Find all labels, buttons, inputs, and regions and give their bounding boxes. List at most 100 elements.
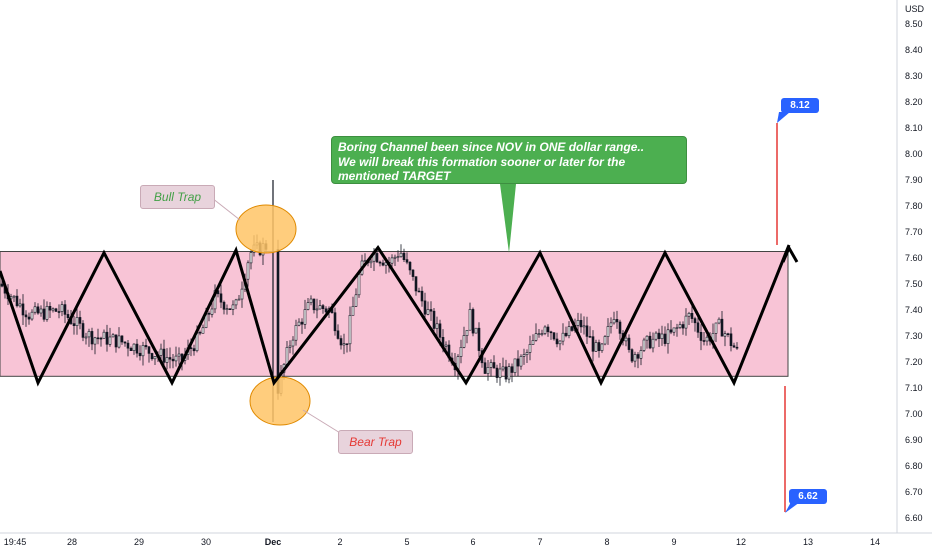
candle xyxy=(312,298,316,314)
candle xyxy=(627,334,631,353)
candle xyxy=(333,307,337,336)
candle xyxy=(675,323,679,337)
currency-label: USD xyxy=(905,4,925,14)
bull-trap-label: Bull Trap xyxy=(140,185,215,209)
time-tick-label: 7 xyxy=(537,537,542,547)
candle xyxy=(642,337,646,352)
price-tick-label: 7.50 xyxy=(905,279,923,289)
candle xyxy=(222,300,226,315)
candle xyxy=(582,316,586,335)
candle xyxy=(735,342,739,350)
candle xyxy=(489,359,493,377)
price-tick-label: 7.00 xyxy=(905,409,923,419)
candle xyxy=(174,346,178,367)
candle xyxy=(84,332,88,345)
candle xyxy=(171,354,175,369)
candle xyxy=(579,313,583,333)
time-tick-label: 2 xyxy=(337,537,342,547)
candle xyxy=(45,301,49,322)
candle xyxy=(309,295,313,306)
candle xyxy=(519,354,523,370)
candle xyxy=(51,307,55,313)
candle xyxy=(471,307,475,337)
candle xyxy=(246,260,250,287)
candle xyxy=(225,304,229,315)
candle xyxy=(669,320,673,335)
candle xyxy=(540,329,544,337)
candle xyxy=(504,359,508,383)
candle xyxy=(126,340,130,357)
candle xyxy=(693,316,697,332)
candle xyxy=(117,327,121,349)
candle xyxy=(654,331,658,342)
candle xyxy=(411,269,415,281)
time-tick-label: Dec xyxy=(265,537,282,547)
candle xyxy=(555,332,559,348)
candle xyxy=(435,316,439,338)
time-tick-label: 28 xyxy=(67,537,77,547)
candle xyxy=(297,318,301,327)
candle xyxy=(303,299,307,329)
candle xyxy=(105,324,109,352)
candle xyxy=(630,348,634,363)
time-tick-label: 13 xyxy=(803,537,813,547)
candle xyxy=(114,334,118,353)
candle xyxy=(459,339,463,364)
candle xyxy=(18,298,22,308)
price-tick-label: 7.70 xyxy=(905,227,923,237)
time-tick-label: 19:45 xyxy=(4,537,27,547)
candle xyxy=(228,308,232,311)
candle xyxy=(465,329,469,344)
price-tick-label: 6.90 xyxy=(905,435,923,445)
candle xyxy=(597,339,601,358)
candle xyxy=(609,317,613,334)
candle xyxy=(426,301,430,316)
lower-target-pointer xyxy=(785,502,800,513)
candle xyxy=(15,289,19,308)
candle xyxy=(633,351,637,368)
candle xyxy=(513,358,517,376)
candle xyxy=(564,326,568,338)
candle xyxy=(81,320,85,342)
candle xyxy=(552,332,556,341)
candle xyxy=(381,259,385,267)
note-line-3: mentioned TARGET xyxy=(338,169,451,183)
candle xyxy=(57,304,61,319)
candle xyxy=(462,326,466,349)
upper-target-pointer xyxy=(777,112,790,123)
candle xyxy=(567,321,571,339)
candle xyxy=(429,301,433,321)
candle xyxy=(33,302,37,315)
price-tick-label: 8.30 xyxy=(905,71,923,81)
candle xyxy=(672,327,676,336)
candle xyxy=(657,328,661,347)
price-tick-label: 8.40 xyxy=(905,45,923,55)
candle xyxy=(522,348,526,365)
lower-target-label: 6.62 xyxy=(789,489,827,504)
bear-trap-label: Bear Trap xyxy=(338,430,413,454)
candle xyxy=(507,363,511,384)
candle xyxy=(207,311,211,322)
candle xyxy=(66,309,70,321)
candle xyxy=(63,300,67,324)
note-line-1: Boring Channel been since NOV in ONE dol… xyxy=(338,140,645,154)
candle xyxy=(60,301,64,317)
bull-trap-circle xyxy=(235,204,297,254)
candle xyxy=(75,307,79,335)
candle xyxy=(336,324,340,340)
candle xyxy=(150,352,154,361)
candle xyxy=(660,325,664,346)
candle xyxy=(687,311,691,325)
candle xyxy=(717,317,721,325)
price-tick-label: 7.40 xyxy=(905,305,923,315)
candle xyxy=(135,339,139,358)
candle xyxy=(42,299,46,322)
candle xyxy=(318,300,322,310)
candle xyxy=(636,352,640,369)
note-pointer xyxy=(500,184,516,253)
candle xyxy=(402,248,406,262)
candle xyxy=(606,318,610,345)
candle xyxy=(237,295,241,301)
channel-note: Boring Channel been since NOV in ONE dol… xyxy=(331,136,687,184)
candle xyxy=(537,329,541,338)
